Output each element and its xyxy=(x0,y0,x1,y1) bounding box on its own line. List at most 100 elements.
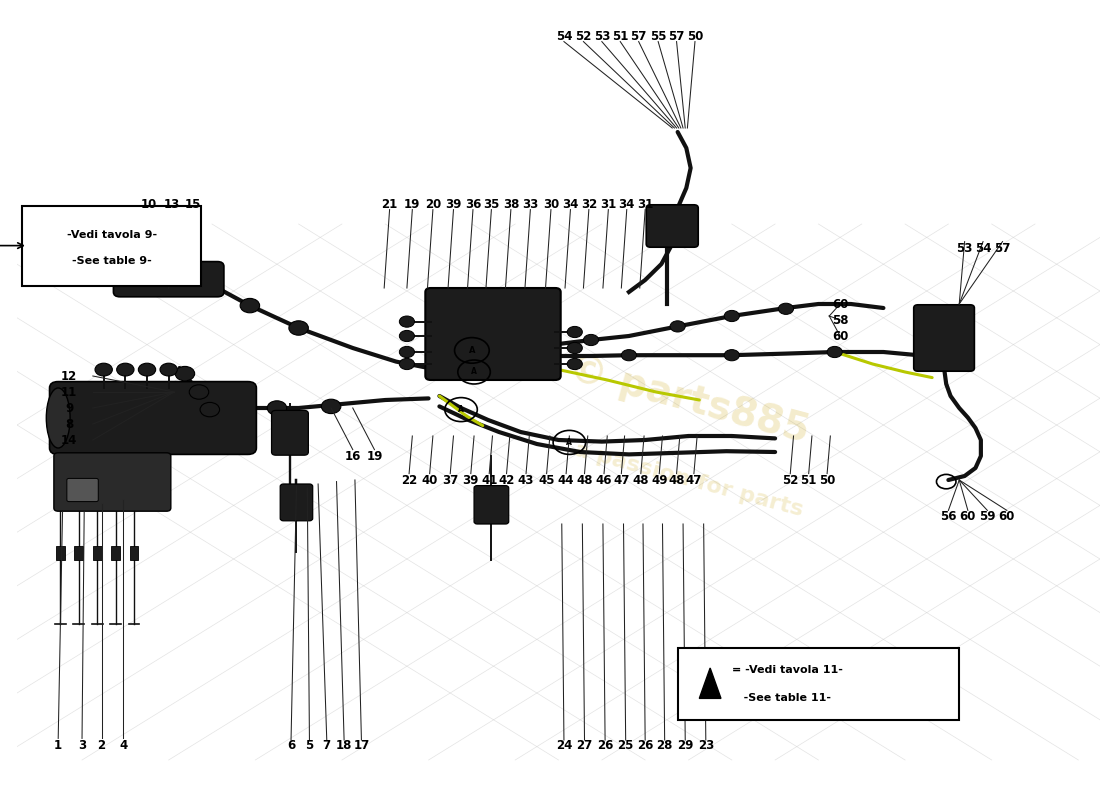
Circle shape xyxy=(399,316,415,327)
Circle shape xyxy=(724,310,739,322)
Text: 60: 60 xyxy=(959,510,976,522)
Text: 34: 34 xyxy=(562,198,579,210)
Text: 13: 13 xyxy=(164,198,180,210)
Text: 1: 1 xyxy=(54,739,63,752)
Text: 22: 22 xyxy=(402,474,417,486)
Circle shape xyxy=(779,303,793,314)
Circle shape xyxy=(568,358,582,370)
Text: A: A xyxy=(469,346,475,355)
Circle shape xyxy=(568,326,582,338)
Text: 25: 25 xyxy=(617,739,634,752)
FancyBboxPatch shape xyxy=(280,484,312,521)
Text: 16: 16 xyxy=(344,450,361,462)
Text: 43: 43 xyxy=(518,474,535,486)
Text: 19: 19 xyxy=(404,198,420,210)
Text: 38: 38 xyxy=(503,198,519,210)
FancyBboxPatch shape xyxy=(474,486,508,524)
Text: 51: 51 xyxy=(801,474,817,486)
Circle shape xyxy=(583,334,598,346)
Text: 32: 32 xyxy=(581,198,597,210)
Text: 21: 21 xyxy=(382,198,398,210)
Text: 50: 50 xyxy=(686,30,703,42)
Text: 60: 60 xyxy=(832,330,848,342)
Text: 50: 50 xyxy=(818,474,835,486)
Text: 10: 10 xyxy=(141,198,157,210)
Bar xyxy=(92,546,101,560)
Text: 54: 54 xyxy=(975,242,991,254)
Text: 8: 8 xyxy=(65,418,74,430)
Text: a passion for parts: a passion for parts xyxy=(572,440,805,520)
Circle shape xyxy=(160,363,177,376)
Text: 12: 12 xyxy=(60,370,77,382)
Circle shape xyxy=(200,402,220,417)
Circle shape xyxy=(568,342,582,354)
Text: 45: 45 xyxy=(538,474,554,486)
Circle shape xyxy=(175,366,195,381)
Text: 59: 59 xyxy=(979,510,996,522)
FancyBboxPatch shape xyxy=(54,453,170,511)
Text: 53: 53 xyxy=(956,242,972,254)
Text: 17: 17 xyxy=(353,739,370,752)
Text: 44: 44 xyxy=(558,474,574,486)
Text: 60: 60 xyxy=(832,298,848,310)
Text: 57: 57 xyxy=(669,30,685,42)
FancyBboxPatch shape xyxy=(646,205,698,247)
Text: 29: 29 xyxy=(676,739,693,752)
Text: 3: 3 xyxy=(78,739,86,752)
Text: 48: 48 xyxy=(669,474,685,486)
Bar xyxy=(56,546,65,560)
Text: -See table 11-: -See table 11- xyxy=(732,693,830,703)
Circle shape xyxy=(621,350,637,361)
Text: 19: 19 xyxy=(366,450,383,462)
FancyBboxPatch shape xyxy=(50,382,256,454)
Polygon shape xyxy=(700,668,720,698)
Text: 28: 28 xyxy=(657,739,673,752)
Text: 57: 57 xyxy=(630,30,647,42)
FancyBboxPatch shape xyxy=(67,478,98,502)
Text: 37: 37 xyxy=(442,474,459,486)
Circle shape xyxy=(240,298,260,313)
Text: 26: 26 xyxy=(597,739,614,752)
Text: 39: 39 xyxy=(446,198,462,210)
Text: 6: 6 xyxy=(287,739,295,752)
Text: 56: 56 xyxy=(940,510,957,522)
FancyBboxPatch shape xyxy=(22,206,201,286)
Text: 36: 36 xyxy=(465,198,481,210)
Text: A: A xyxy=(566,438,572,447)
Text: 30: 30 xyxy=(542,198,559,210)
Circle shape xyxy=(139,363,156,376)
Text: 18: 18 xyxy=(336,739,352,752)
Text: 58: 58 xyxy=(832,314,848,326)
Text: 11: 11 xyxy=(60,386,77,398)
Text: 39: 39 xyxy=(463,474,478,486)
Bar xyxy=(111,546,120,560)
Text: 31: 31 xyxy=(637,198,653,210)
Circle shape xyxy=(827,346,843,358)
Circle shape xyxy=(724,350,739,361)
Text: A: A xyxy=(471,367,477,377)
Text: 47: 47 xyxy=(613,474,629,486)
Text: 60: 60 xyxy=(999,510,1015,522)
Circle shape xyxy=(399,358,415,370)
Text: 40: 40 xyxy=(421,474,438,486)
Text: 49: 49 xyxy=(651,474,668,486)
Bar xyxy=(130,546,139,560)
Text: 35: 35 xyxy=(483,198,499,210)
Text: 4: 4 xyxy=(119,739,128,752)
Text: 2: 2 xyxy=(98,739,106,752)
Bar xyxy=(75,546,84,560)
Circle shape xyxy=(289,321,308,335)
Circle shape xyxy=(62,272,81,286)
FancyBboxPatch shape xyxy=(678,648,959,720)
Text: 46: 46 xyxy=(596,474,613,486)
Text: 23: 23 xyxy=(697,739,714,752)
Text: 7: 7 xyxy=(322,739,331,752)
Text: 48: 48 xyxy=(576,474,593,486)
Text: 57: 57 xyxy=(994,242,1011,254)
Text: 24: 24 xyxy=(556,739,572,752)
Circle shape xyxy=(399,346,415,358)
Text: A: A xyxy=(458,405,464,414)
Text: 53: 53 xyxy=(594,30,610,42)
Text: 27: 27 xyxy=(576,739,593,752)
Circle shape xyxy=(267,401,287,415)
